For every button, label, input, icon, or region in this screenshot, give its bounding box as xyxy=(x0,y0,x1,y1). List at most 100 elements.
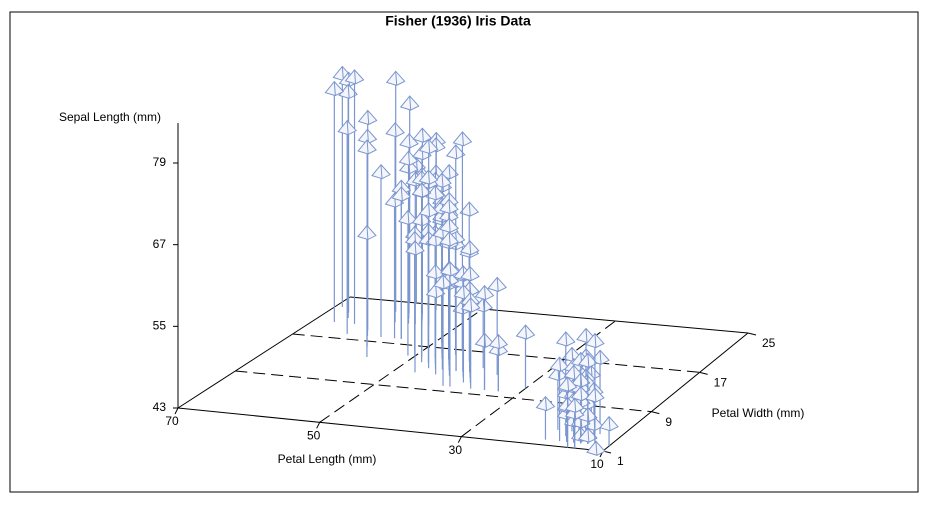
z-tick-label: 55 xyxy=(153,319,167,333)
point-part xyxy=(594,387,597,403)
point-part xyxy=(448,218,451,233)
point-part xyxy=(585,328,588,343)
point-part xyxy=(580,386,583,401)
point-part xyxy=(409,96,412,111)
point-part xyxy=(434,264,437,279)
y-tick xyxy=(699,371,708,375)
point-part xyxy=(587,428,590,443)
point-part xyxy=(414,240,417,255)
z-tick-label: 67 xyxy=(153,237,167,251)
point xyxy=(488,333,509,392)
point xyxy=(474,284,495,390)
point-part xyxy=(367,110,370,125)
point-part xyxy=(496,277,499,292)
chart-title: Fisher (1936) Iris Data xyxy=(385,13,531,29)
y-tick xyxy=(651,411,660,415)
point-part xyxy=(427,170,430,185)
point-part xyxy=(484,285,487,300)
z-axis-label: Sepal Length (mm) xyxy=(59,110,161,124)
y-tick-label: 25 xyxy=(762,336,776,350)
point xyxy=(337,119,357,334)
floor-edge xyxy=(177,296,351,409)
floor-edge xyxy=(602,332,749,452)
z-tick-label: 43 xyxy=(153,400,167,414)
point-part xyxy=(421,128,424,143)
point-part xyxy=(441,173,444,188)
point-part xyxy=(346,120,349,135)
y-tick-label: 9 xyxy=(665,415,672,429)
point xyxy=(585,387,605,445)
point-part xyxy=(594,333,597,348)
point xyxy=(564,397,585,449)
point-part xyxy=(608,416,611,431)
point-part xyxy=(462,284,465,300)
point-part xyxy=(455,144,458,159)
point-part xyxy=(470,297,473,312)
point-part xyxy=(395,71,398,86)
point xyxy=(515,324,536,389)
point-part xyxy=(595,441,598,456)
point-part xyxy=(525,324,527,340)
point xyxy=(433,274,453,386)
point xyxy=(371,163,391,337)
point xyxy=(418,202,439,369)
point xyxy=(586,440,606,456)
x-tick xyxy=(174,407,179,415)
point-part xyxy=(559,357,562,372)
point xyxy=(549,356,570,442)
x-tick-label: 30 xyxy=(449,443,463,457)
point-part xyxy=(341,66,344,81)
point xyxy=(357,224,377,358)
point xyxy=(487,276,507,375)
point-part xyxy=(448,164,451,179)
point xyxy=(440,261,460,387)
point-part xyxy=(366,225,369,240)
x-tick xyxy=(316,422,321,429)
point-part xyxy=(394,122,397,137)
point-part xyxy=(565,331,568,346)
point-part xyxy=(400,186,403,202)
point xyxy=(324,80,345,322)
point-part xyxy=(434,185,437,200)
point-part xyxy=(448,199,451,214)
point xyxy=(411,182,432,363)
point-part xyxy=(408,151,411,166)
point-part xyxy=(599,350,602,365)
point-part xyxy=(407,210,410,225)
point-part xyxy=(408,133,411,148)
point-part xyxy=(469,240,472,255)
point xyxy=(405,240,425,373)
point-part xyxy=(469,266,472,281)
x-tick-label: 50 xyxy=(307,429,321,443)
point xyxy=(599,415,619,447)
point xyxy=(577,427,598,444)
point xyxy=(344,69,365,324)
point-part xyxy=(428,202,431,217)
point-part xyxy=(448,231,451,247)
point-part xyxy=(587,353,590,368)
point-part xyxy=(574,398,577,413)
point-part xyxy=(461,131,464,146)
x-tick-label: 70 xyxy=(165,414,179,428)
x-tick-label: 10 xyxy=(590,457,604,471)
point xyxy=(460,297,481,389)
point-part xyxy=(442,274,445,289)
point-part xyxy=(347,84,350,99)
y-tick-label: 1 xyxy=(617,454,624,468)
point-part xyxy=(497,334,500,349)
point xyxy=(535,395,556,440)
point-part xyxy=(421,183,424,198)
floor-edge xyxy=(177,407,604,452)
point-part xyxy=(366,139,369,155)
y-tick xyxy=(747,332,757,336)
point xyxy=(425,282,446,375)
point-part xyxy=(380,164,383,179)
x-axis-label: Petal Length (mm) xyxy=(278,452,377,466)
z-tick-label: 79 xyxy=(153,155,167,169)
point-part xyxy=(428,139,431,154)
x-tick xyxy=(457,436,462,443)
point-part xyxy=(468,201,471,217)
point-part xyxy=(354,69,357,84)
point-part xyxy=(449,261,452,276)
